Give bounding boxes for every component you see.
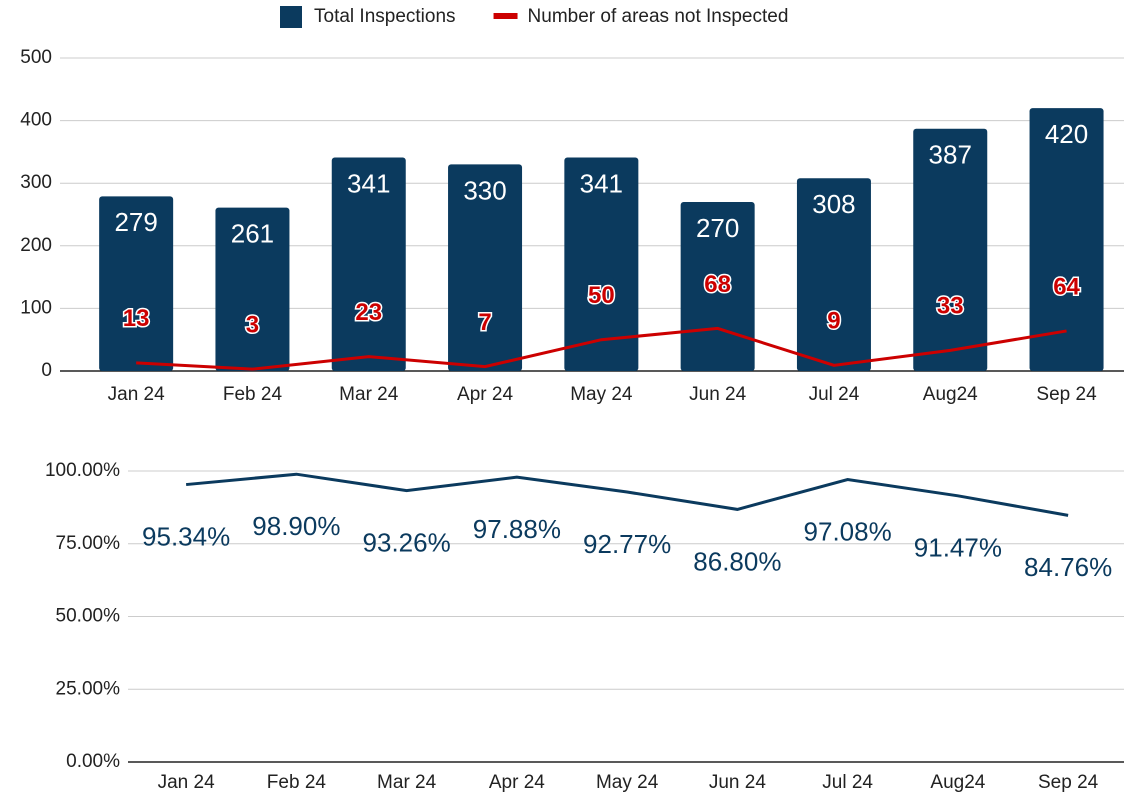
x-tick-label: Apr 24 [457,384,513,405]
data-label: 50 [588,282,615,309]
x-tick-label: Apr 24 [489,772,545,793]
bar [564,157,639,371]
x-tick-label: Sep 24 [1038,772,1099,793]
data-label: 97.88% [473,514,561,544]
data-label: 68 [704,271,731,298]
x-tick-label: Aug24 [930,772,985,793]
data-label: 91.47% [914,533,1002,563]
legend-label: Number of areas not Inspected [528,6,789,27]
data-label: 95.34% [142,521,230,551]
x-tick-label: Jun 24 [689,384,746,405]
bar [99,196,174,371]
data-label: 33 [937,293,964,320]
x-tick-label: Feb 24 [223,384,283,405]
data-label: 84.76% [1024,552,1112,582]
data-label: 308 [812,189,855,219]
data-label: 13 [123,305,150,332]
bar [448,164,523,371]
data-label: 9 [827,308,840,335]
data-label: 261 [231,218,274,248]
data-label: 3 [246,311,259,338]
line [185,472,1069,517]
y-tick-label: 75.00% [56,533,121,554]
y-tick-label: 50.00% [56,606,121,627]
data-label: 270 [696,213,739,243]
legend-swatch [280,6,302,28]
bar [796,178,871,371]
data-label: 420 [1045,119,1088,149]
line [136,326,1067,371]
data-label: 64 [1053,273,1080,300]
x-tick-label: Jan 24 [108,384,165,405]
x-tick-label: Jun 24 [709,772,766,793]
y-tick-label: 200 [20,235,52,256]
x-tick-label: Sep 24 [1036,384,1097,405]
y-tick-label: 300 [20,172,52,193]
data-label: 23 [355,299,382,326]
bar [331,157,406,371]
y-tick-label: 100 [20,297,52,318]
x-tick-label: Jul 24 [822,772,873,793]
x-tick-label: Jan 24 [158,772,215,793]
x-tick-label: Feb 24 [267,772,327,793]
data-label: 330 [463,175,506,205]
y-tick-label: 400 [20,110,52,131]
data-label: 86.80% [693,546,781,576]
y-tick-label: 25.00% [56,678,121,699]
data-label: 92.77% [583,529,671,559]
bar [1029,108,1104,371]
y-tick-label: 100.00% [45,460,120,481]
data-label: 279 [114,207,157,237]
y-tick-label: 0.00% [66,751,120,772]
x-tick-label: May 24 [596,772,659,793]
x-tick-label: Aug24 [923,384,978,405]
bar [913,128,988,371]
data-label: 7 [478,309,491,336]
y-tick-label: 0 [41,360,52,381]
data-label: 98.90% [252,511,340,541]
data-label: 387 [929,140,972,170]
y-tick-label: 500 [20,47,52,68]
data-label: 341 [347,168,390,198]
x-tick-label: Mar 24 [377,772,437,793]
x-tick-label: Jul 24 [809,384,860,405]
x-tick-label: May 24 [570,384,633,405]
data-label: 93.26% [363,527,451,557]
legend-swatch [493,13,518,19]
data-label: 341 [580,168,623,198]
legend-label: Total Inspections [314,6,456,27]
data-label: 97.08% [804,516,892,546]
x-tick-label: Mar 24 [339,384,399,405]
bar [215,207,290,371]
